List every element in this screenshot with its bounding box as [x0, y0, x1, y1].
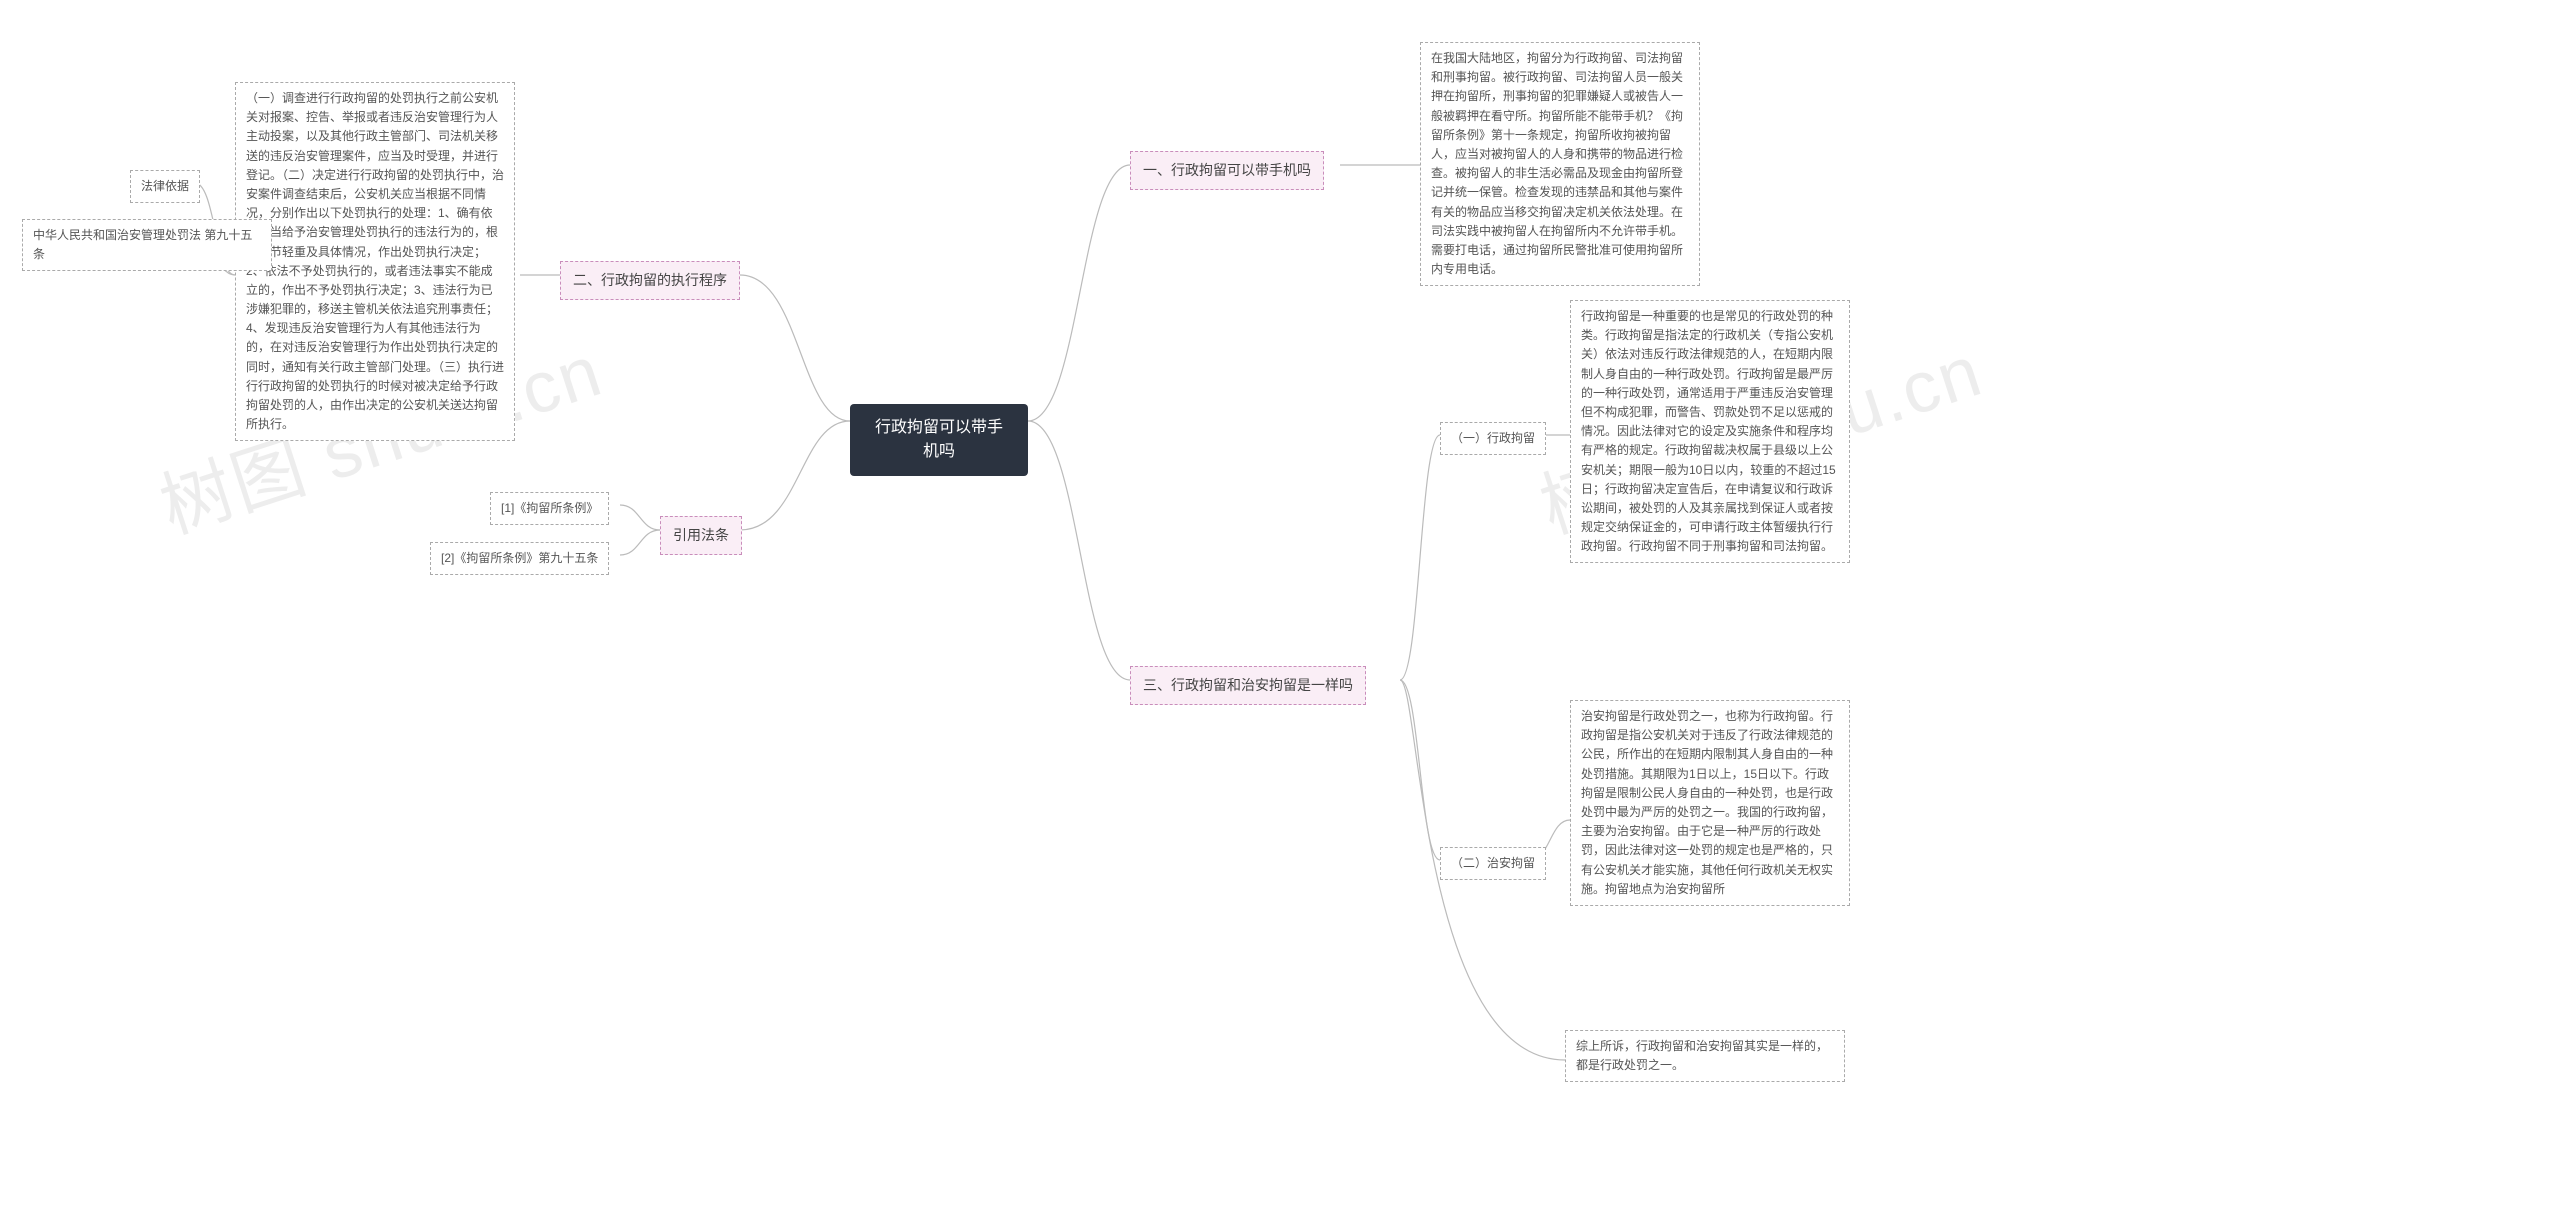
section-3-sub2-content: 治安拘留是行政处罚之一，也称为行政拘留。行政拘留是指公安机关对于违反了行政法律规… — [1570, 700, 1850, 906]
section-1-title: 一、行政拘留可以带手机吗 — [1130, 151, 1324, 190]
section-3-title: 三、行政拘留和治安拘留是一样吗 — [1130, 666, 1366, 705]
section-3-sub1-label: （一）行政拘留 — [1440, 422, 1546, 455]
section-2-title: 二、行政拘留的执行程序 — [560, 261, 740, 300]
section-3-sub1-content: 行政拘留是一种重要的也是常见的行政处罚的种类。行政拘留是指法定的行政机关（专指公… — [1570, 300, 1850, 563]
section-1-content: 在我国大陆地区，拘留分为行政拘留、司法拘留和刑事拘留。被行政拘留、司法拘留人员一… — [1420, 42, 1700, 286]
law-reference: 中华人民共和国治安管理处罚法 第九十五条 — [22, 219, 272, 271]
section-3-summary: 综上所诉，行政拘留和治安拘留其实是一样的，都是行政处罚之一。 — [1565, 1030, 1845, 1082]
citation-item-2: [2]《拘留所条例》第九十五条 — [430, 542, 609, 575]
root-node: 行政拘留可以带手机吗 — [850, 404, 1028, 476]
section-3-sub2-label: （二）治安拘留 — [1440, 847, 1546, 880]
citation-item-1: [1]《拘留所条例》 — [490, 492, 609, 525]
legal-basis-label: 法律依据 — [130, 170, 200, 203]
section-2-content: （一）调查进行行政拘留的处罚执行之前公安机关对报案、控告、举报或者违反治安管理行… — [235, 82, 515, 441]
citations-title: 引用法条 — [660, 516, 742, 555]
